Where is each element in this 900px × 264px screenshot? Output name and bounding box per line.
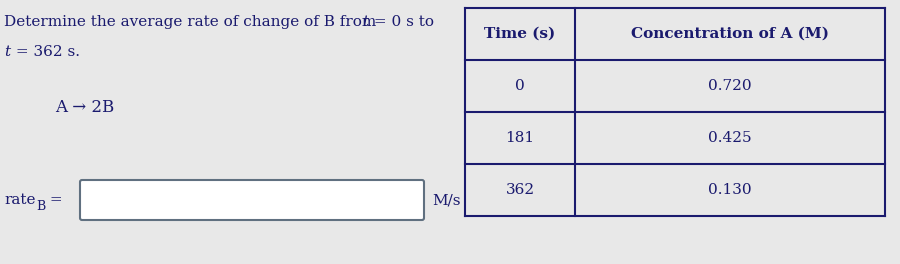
Text: M/s: M/s (432, 193, 461, 207)
Text: A → 2B: A → 2B (55, 100, 114, 116)
Text: rate: rate (4, 193, 35, 207)
Text: = 0 s to: = 0 s to (369, 15, 434, 29)
Text: 0.720: 0.720 (708, 79, 752, 93)
FancyBboxPatch shape (80, 180, 424, 220)
Text: 362: 362 (506, 183, 535, 197)
Text: Concentration of A (M): Concentration of A (M) (631, 27, 829, 41)
Text: 181: 181 (506, 131, 535, 145)
Text: 0.425: 0.425 (708, 131, 752, 145)
Text: 0.130: 0.130 (708, 183, 752, 197)
Text: =: = (45, 193, 63, 207)
Text: t: t (362, 15, 368, 29)
Text: B: B (36, 200, 45, 213)
Text: Determine the average rate of change of B from: Determine the average rate of change of … (4, 15, 381, 29)
Text: 0: 0 (515, 79, 525, 93)
Text: Time (s): Time (s) (484, 27, 555, 41)
Text: t: t (4, 45, 10, 59)
Text: = 362 s.: = 362 s. (11, 45, 80, 59)
